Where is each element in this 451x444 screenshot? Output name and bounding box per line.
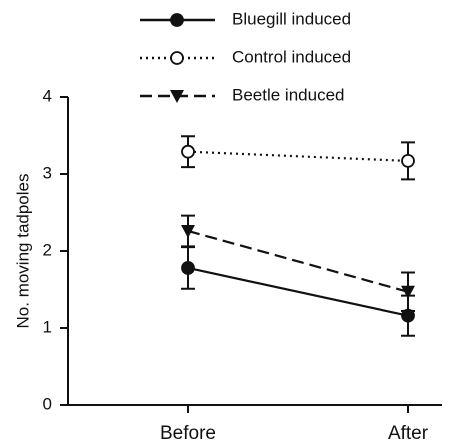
y-tick-label: 1 xyxy=(43,317,52,336)
legend-marker xyxy=(170,90,184,103)
data-point xyxy=(401,285,415,299)
data-point xyxy=(401,154,415,168)
series-line xyxy=(187,229,409,293)
legend-marker xyxy=(170,13,184,27)
y-tick-label: 0 xyxy=(43,394,52,413)
data-point xyxy=(181,144,195,159)
data-point xyxy=(181,224,195,238)
legend-label: Beetle induced xyxy=(232,85,344,104)
y-tick-label: 3 xyxy=(43,163,52,182)
data-point xyxy=(181,261,195,275)
series-line xyxy=(187,266,409,317)
x-tick-label: After xyxy=(388,423,429,444)
x-tick-label: Before xyxy=(160,423,216,444)
series-line xyxy=(187,150,409,163)
legend-label: Control induced xyxy=(232,47,351,66)
y-tick-label: 2 xyxy=(43,240,52,259)
legend-marker xyxy=(170,51,184,65)
y-axis-label: No. moving tadpoles xyxy=(13,174,32,329)
legend-label: Bluegill induced xyxy=(232,9,351,28)
y-tick-label: 4 xyxy=(43,86,52,105)
